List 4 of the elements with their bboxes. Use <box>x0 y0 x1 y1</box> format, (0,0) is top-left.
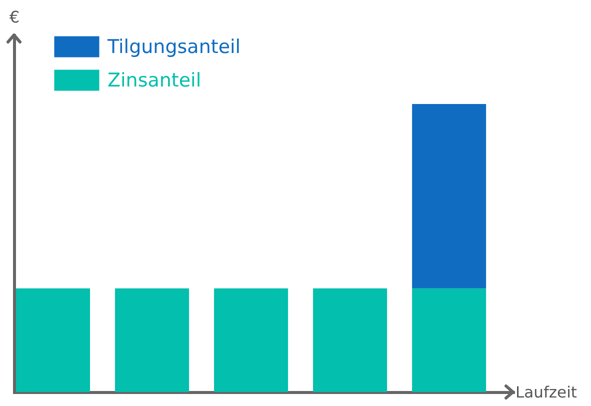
x-axis-title: Laufzeit <box>516 384 577 402</box>
y-axis-title: € <box>9 8 20 26</box>
legend-label: Tilgungsanteil <box>106 36 241 58</box>
legend-label: Zinsanteil <box>108 69 202 92</box>
